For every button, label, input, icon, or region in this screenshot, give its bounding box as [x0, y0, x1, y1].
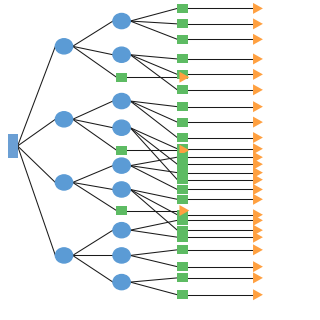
Polygon shape [253, 289, 263, 300]
FancyBboxPatch shape [177, 262, 188, 271]
Circle shape [55, 248, 73, 263]
FancyBboxPatch shape [177, 160, 188, 169]
FancyBboxPatch shape [177, 85, 188, 94]
Polygon shape [253, 184, 263, 195]
Polygon shape [253, 261, 263, 272]
FancyBboxPatch shape [177, 216, 188, 225]
FancyBboxPatch shape [116, 206, 127, 215]
Circle shape [55, 112, 73, 127]
FancyBboxPatch shape [177, 70, 188, 79]
Circle shape [113, 47, 130, 62]
Polygon shape [253, 101, 263, 112]
FancyBboxPatch shape [177, 144, 188, 153]
FancyBboxPatch shape [177, 245, 188, 254]
FancyBboxPatch shape [177, 20, 188, 28]
Polygon shape [253, 209, 263, 220]
Polygon shape [253, 167, 263, 178]
Polygon shape [253, 132, 263, 143]
Polygon shape [253, 69, 263, 80]
Polygon shape [253, 159, 263, 170]
Polygon shape [180, 72, 189, 83]
Polygon shape [253, 152, 263, 163]
FancyBboxPatch shape [177, 233, 188, 242]
FancyBboxPatch shape [116, 146, 127, 155]
FancyBboxPatch shape [177, 175, 188, 184]
FancyBboxPatch shape [177, 35, 188, 44]
Polygon shape [253, 34, 263, 45]
FancyBboxPatch shape [8, 134, 18, 158]
Circle shape [113, 275, 130, 290]
Polygon shape [253, 272, 263, 284]
Circle shape [113, 13, 130, 28]
Polygon shape [253, 84, 263, 95]
Polygon shape [253, 215, 263, 226]
Polygon shape [253, 174, 263, 185]
Circle shape [55, 175, 73, 190]
FancyBboxPatch shape [177, 153, 188, 162]
Circle shape [113, 158, 130, 173]
Polygon shape [253, 18, 263, 29]
FancyBboxPatch shape [177, 4, 188, 13]
FancyBboxPatch shape [177, 290, 188, 299]
Polygon shape [253, 53, 263, 64]
Circle shape [113, 223, 130, 238]
FancyBboxPatch shape [177, 273, 188, 282]
Polygon shape [253, 116, 263, 128]
Polygon shape [253, 194, 263, 205]
Circle shape [113, 120, 130, 135]
FancyBboxPatch shape [177, 118, 188, 127]
FancyBboxPatch shape [116, 73, 127, 82]
FancyBboxPatch shape [177, 195, 188, 204]
FancyBboxPatch shape [177, 185, 188, 194]
FancyBboxPatch shape [177, 210, 188, 219]
Circle shape [113, 248, 130, 263]
Polygon shape [253, 143, 263, 154]
FancyBboxPatch shape [177, 133, 188, 142]
Polygon shape [253, 232, 263, 243]
Polygon shape [180, 145, 189, 156]
Polygon shape [253, 225, 263, 236]
Polygon shape [180, 205, 189, 216]
FancyBboxPatch shape [177, 54, 188, 63]
Polygon shape [253, 3, 263, 14]
Circle shape [55, 39, 73, 54]
FancyBboxPatch shape [177, 168, 188, 177]
FancyBboxPatch shape [177, 226, 188, 235]
FancyBboxPatch shape [177, 102, 188, 111]
Circle shape [113, 182, 130, 197]
Circle shape [113, 93, 130, 108]
Polygon shape [253, 244, 263, 255]
